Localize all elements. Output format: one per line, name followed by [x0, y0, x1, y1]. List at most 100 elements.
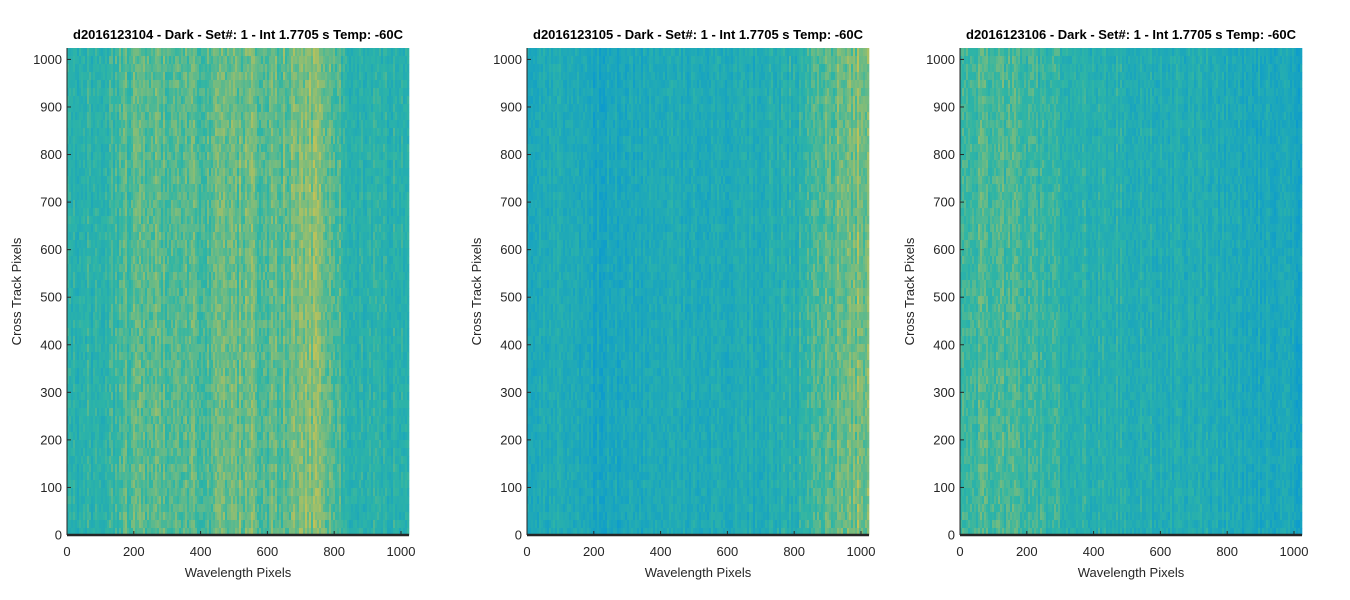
heatmap-cell — [75, 248, 78, 257]
heatmap-cell — [149, 240, 152, 249]
heatmap-cell — [151, 280, 154, 289]
heatmap-cell — [143, 496, 146, 505]
heatmap-cell — [139, 200, 142, 209]
heatmap-cell — [87, 288, 90, 297]
heatmap-cell — [185, 480, 188, 489]
heatmap-cell — [197, 288, 200, 297]
heatmap-cell — [155, 96, 158, 105]
heatmap-cell — [213, 472, 216, 481]
heatmap-cell — [79, 176, 82, 185]
heatmap-cell — [87, 248, 90, 257]
heatmap-cell — [149, 480, 152, 489]
heatmap-cell — [189, 168, 192, 177]
heatmap-cell — [97, 152, 100, 161]
heatmap-cell — [67, 432, 70, 441]
heatmap-cell — [87, 416, 90, 425]
heatmap-cell — [79, 456, 82, 465]
heatmap-cell — [161, 72, 164, 81]
heatmap-cell — [141, 48, 144, 57]
heatmap-cell — [215, 328, 218, 337]
heatmap-cell — [147, 304, 150, 313]
heatmap-cell — [133, 352, 136, 361]
heatmap-cell — [97, 528, 100, 536]
heatmap-cell — [217, 144, 220, 153]
heatmap-cell — [225, 328, 228, 337]
heatmap-cell — [141, 96, 144, 105]
heatmap-cell — [119, 280, 122, 289]
heatmap-cell — [209, 272, 212, 281]
heatmap-cell — [219, 440, 222, 449]
heatmap-cell — [147, 520, 150, 529]
heatmap-cell — [139, 256, 142, 265]
heatmap-cell — [225, 248, 228, 257]
heatmap-cell — [81, 368, 84, 377]
heatmap-cell — [145, 128, 148, 137]
heatmap-cell — [133, 232, 136, 241]
heatmap-cell — [173, 408, 176, 417]
heatmap-cell — [95, 264, 98, 273]
heatmap-cell — [69, 296, 72, 305]
heatmap-cell — [105, 520, 108, 529]
heatmap-cell — [163, 288, 166, 297]
heatmap-cell — [119, 344, 122, 353]
heatmap-cell — [91, 488, 94, 497]
heatmap-cell — [179, 528, 182, 536]
heatmap-cell — [83, 528, 86, 536]
heatmap-cell — [115, 88, 118, 97]
heatmap-cell — [149, 152, 152, 161]
heatmap-cell — [175, 288, 178, 297]
heatmap-cell — [123, 496, 126, 505]
heatmap-cell — [221, 304, 224, 313]
heatmap-cell — [207, 232, 210, 241]
heatmap-cell — [135, 224, 138, 233]
heatmap-cell — [153, 128, 156, 137]
heatmap-cell — [211, 200, 214, 209]
heatmap-cell — [127, 296, 130, 305]
heatmap-cell — [125, 72, 128, 81]
heatmap-cell — [179, 88, 182, 97]
heatmap-cell — [95, 504, 98, 513]
heatmap-cell — [197, 296, 200, 305]
heatmap-cell — [147, 240, 150, 249]
heatmap-cell — [209, 504, 212, 513]
heatmap-cell — [75, 320, 78, 329]
heatmap-cell — [209, 208, 212, 217]
heatmap-cell — [223, 344, 226, 353]
heatmap-cell — [85, 264, 88, 273]
heatmap-cell — [145, 496, 148, 505]
heatmap-cell — [129, 136, 132, 145]
heatmap-cell — [69, 464, 72, 473]
heatmap-cell — [209, 432, 212, 441]
heatmap-cell — [163, 232, 166, 241]
heatmap-cell — [225, 424, 228, 433]
heatmap-cell — [133, 520, 136, 529]
heatmap-cell — [139, 344, 142, 353]
heatmap-cell — [159, 512, 162, 521]
heatmap-cell — [193, 184, 196, 193]
heatmap-cell — [145, 88, 148, 97]
heatmap-cell — [167, 224, 170, 233]
heatmap-cell — [185, 48, 188, 57]
heatmap-cell — [125, 152, 128, 161]
heatmap-cell — [81, 488, 84, 497]
heatmap-cell — [221, 336, 224, 345]
heatmap-cell — [145, 480, 148, 489]
heatmap-cell — [169, 304, 172, 313]
heatmap-cell — [179, 280, 182, 289]
heatmap-cell — [89, 520, 92, 529]
heatmap-cell — [81, 288, 84, 297]
heatmap-cell — [71, 128, 74, 137]
heatmap-cell — [117, 528, 120, 536]
heatmap-cell — [135, 176, 138, 185]
heatmap-cell — [145, 472, 148, 481]
heatmap-cell — [157, 136, 160, 145]
heatmap-cell — [207, 240, 210, 249]
heatmap-cell — [105, 232, 108, 241]
heatmap-cell — [101, 152, 104, 161]
heatmap-cell — [203, 416, 206, 425]
heatmap-cell — [137, 296, 140, 305]
heatmap-cell — [85, 248, 88, 257]
heatmap-cell — [149, 168, 152, 177]
heatmap-cell — [105, 264, 108, 273]
heatmap-cell — [153, 64, 156, 73]
